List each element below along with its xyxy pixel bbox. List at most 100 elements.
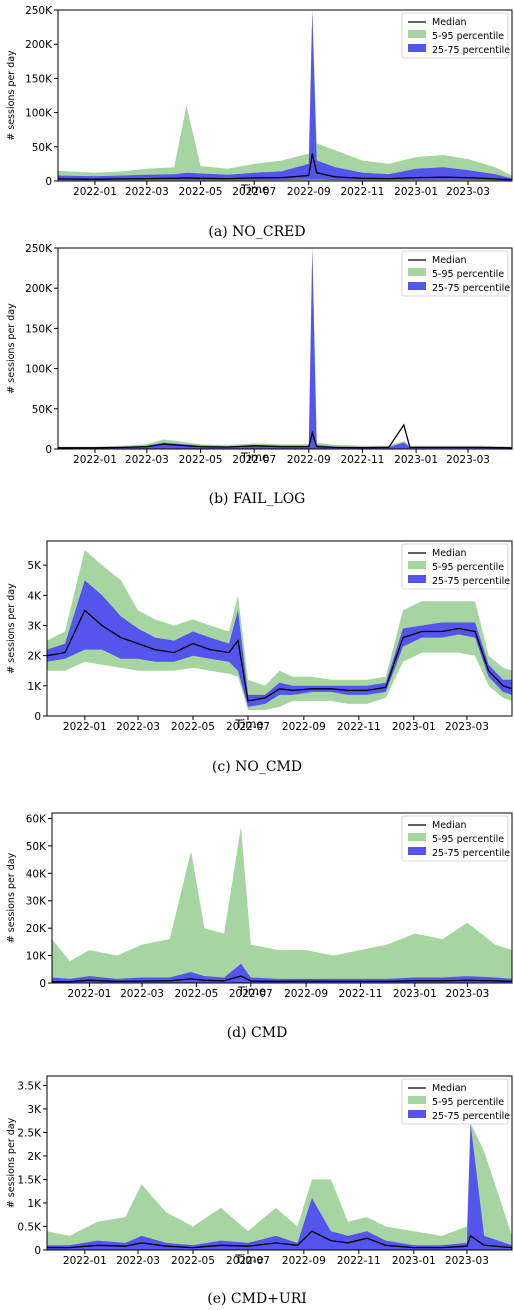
chart-panel-1: 0 50K 100K 150K 200K 250K 2022-01 2022-03 2022-0… <box>6 5 513 240</box>
chart-panel-3: 0 1K 2K 3K 4K 5K 2022-01 2022-03 2022-05 2022-07 2… <box>6 540 513 775</box>
y-tick-label: 0.5K <box>17 1221 42 1233</box>
y-tick-label: 40K <box>26 868 47 880</box>
y-tick-label: 3K <box>27 1104 42 1116</box>
legend-5-95-swatch <box>408 30 426 38</box>
legend-entry: 25-75 percentile <box>432 576 510 587</box>
x-tick-label: 2022-09 <box>282 1255 326 1267</box>
legend-box <box>401 815 509 862</box>
legend-entry: 5-95 percentile <box>432 834 504 845</box>
x-tick-label: 2022-03 <box>116 721 160 733</box>
x-tick-label: 2022-05 <box>171 1255 215 1267</box>
x-axis-label: Time <box>234 1252 263 1266</box>
legend-entry: 25-75 percentile <box>432 1111 510 1122</box>
x-axis-label: Time <box>234 717 263 731</box>
legend-entry: 25-75 percentile <box>432 848 510 859</box>
x-tick-label: 2022-11 <box>340 186 384 198</box>
y-tick-label: 0 <box>39 978 46 990</box>
y-tick-label: 0 <box>45 176 52 188</box>
median-line <box>47 1230 513 1249</box>
legend-5-95-swatch <box>408 833 426 841</box>
legend-box <box>401 543 509 590</box>
x-tick-label: 2023-03 <box>446 186 490 198</box>
legend-entry: 25-75 percentile <box>432 283 510 294</box>
plot-frame <box>51 812 513 984</box>
legend-entry: Median <box>432 820 467 831</box>
y-tick-label: 10K <box>26 951 47 963</box>
legend-5-95-swatch <box>408 561 426 569</box>
y-tick-label: 150K <box>25 323 53 335</box>
x-tick-label: 2022-01 <box>73 186 117 198</box>
x-tick-label: 2022-07 <box>226 1255 270 1267</box>
x-tick-label: 2023-01 <box>394 186 438 198</box>
x-tick-label: 2023-01 <box>393 988 437 1000</box>
chart-panel-4: 0 10K 20K 30K 40K 50K 60K 2022-01 2022-03 2022-05… <box>6 812 513 1041</box>
legend-entry: Median <box>432 255 467 266</box>
legend-box <box>401 250 509 297</box>
y-tick-label: 1K <box>27 1198 42 1210</box>
band-5-95 <box>47 550 512 710</box>
x-tick-label: 2023-01 <box>392 721 436 733</box>
x-tick-label: 2022-03 <box>125 186 169 198</box>
band-5-95 <box>52 826 512 983</box>
x-tick-label: 2022-09 <box>287 454 331 466</box>
y-tick-label: 0 <box>34 1245 41 1257</box>
x-tick-label: 2022-07 <box>232 454 276 466</box>
x-tick-label: 2022-05 <box>171 721 215 733</box>
legend-25-75-swatch <box>408 847 426 855</box>
y-tick-label: 2.5K <box>17 1127 42 1139</box>
x-tick-label: 2023-03 <box>445 988 489 1000</box>
y-tick-label: 0 <box>45 444 52 456</box>
y-tick-label: 60K <box>26 813 47 825</box>
legend-25-75-swatch <box>408 44 426 52</box>
panel-caption: (b) FAIL_LOG <box>209 491 306 507</box>
x-tick-label: 2022-01 <box>63 1255 107 1267</box>
legend-entry: 5-95 percentile <box>432 31 504 42</box>
median-line <box>52 975 513 983</box>
x-tick-label: 2022-03 <box>120 988 164 1000</box>
band-5-95 <box>58 10 512 181</box>
legend-25-75-swatch <box>408 282 426 290</box>
y-axis-label: # sessions per day <box>6 1117 17 1208</box>
y-axis-label: # sessions per day <box>6 303 17 394</box>
y-tick-label: 200K <box>25 283 53 295</box>
x-axis-label: Time <box>237 984 266 998</box>
plot-frame <box>46 1075 513 1251</box>
x-tick-label: 2022-01 <box>68 988 112 1000</box>
legend-box <box>401 12 509 59</box>
x-tick-label: 2023-03 <box>446 454 490 466</box>
y-tick-label: 1K <box>27 681 42 693</box>
median-line <box>58 423 513 449</box>
x-tick-label: 2022-03 <box>125 454 169 466</box>
y-tick-label: 100K <box>25 108 53 120</box>
x-tick-label: 2022-09 <box>287 186 331 198</box>
y-axis-label: # sessions per day <box>6 50 17 141</box>
chart-panel-5: 0 0.5K 1K 1.5K 2K 2.5K 3K 3.5K 2022-01 2022-03 202… <box>6 1075 513 1307</box>
legend-25-75-swatch <box>408 1110 426 1118</box>
median-line <box>46 609 513 702</box>
legend-entry: Median <box>432 17 467 28</box>
y-tick-label: 0 <box>34 711 41 723</box>
x-tick-label: 2023-01 <box>392 1255 436 1267</box>
legend-entry: Median <box>432 1083 467 1094</box>
x-tick-label: 2022-07 <box>232 186 276 198</box>
y-tick-label: 4K <box>27 590 42 602</box>
x-tick-label: 2022-09 <box>282 721 326 733</box>
y-tick-label: 20K <box>26 923 47 935</box>
x-tick-label: 2022-07 <box>229 988 273 1000</box>
legend-5-95-swatch <box>408 268 426 276</box>
x-tick-label: 2023-03 <box>445 721 489 733</box>
x-tick-label: 2022-01 <box>73 454 117 466</box>
plot-frame <box>57 247 513 450</box>
x-tick-label: 2022-03 <box>116 1255 160 1267</box>
y-tick-label: 250K <box>25 5 53 17</box>
y-axis-label: # sessions per day <box>6 583 17 674</box>
legend-25-75-swatch <box>408 575 426 583</box>
y-tick-label: 150K <box>25 73 53 85</box>
plot-frame <box>46 540 513 717</box>
panel-caption: (e) CMD+URI <box>207 1291 307 1307</box>
y-tick-label: 50K <box>32 142 53 154</box>
legend-box <box>401 1078 509 1125</box>
x-tick-label: 2022-05 <box>179 454 223 466</box>
y-tick-label: 2K <box>27 1151 42 1163</box>
